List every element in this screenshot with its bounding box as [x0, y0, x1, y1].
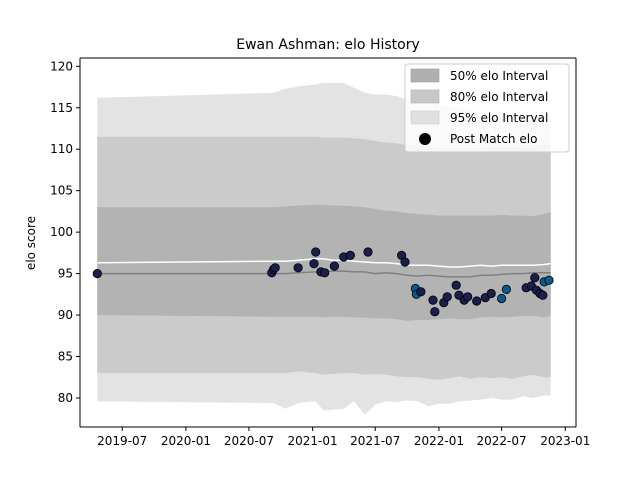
y-tick-label-4: 100 — [50, 225, 73, 239]
chart-title: Ewan Ashman: elo History — [236, 37, 420, 53]
y-tick-label-5: 105 — [50, 184, 73, 198]
legend-swatch-50 — [410, 68, 440, 83]
post-match-point-29 — [496, 293, 507, 304]
post-match-point-33 — [530, 273, 540, 283]
post-match-point-0 — [92, 268, 102, 279]
x-tick-label-4: 2021-07 — [350, 434, 400, 448]
legend-marker-post-match — [419, 133, 431, 145]
post-match-point-12 — [363, 247, 373, 257]
post-match-point-25 — [463, 292, 473, 302]
x-tick-label-5: 2022-01 — [414, 434, 464, 448]
post-match-point-5 — [309, 258, 319, 269]
post-match-point-18 — [428, 295, 438, 305]
post-match-point-17 — [416, 287, 426, 297]
x-tick-label-6: 2022-07 — [477, 434, 527, 448]
axes: 80 85 90 95 100 105 110 115 120 2019-07 2020-01 202… — [50, 57, 590, 448]
band-50-interval — [97, 204, 551, 321]
legend-label-50: 50% elo Interval — [450, 69, 548, 83]
post-match-point-11 — [345, 250, 355, 260]
post-match-point-6 — [311, 247, 321, 257]
x-tick-label-7: 2023-01 — [540, 434, 590, 448]
x-tick-label-2: 2020-07 — [224, 434, 274, 448]
upper-elo-line — [97, 257, 551, 268]
post-match-point-36 — [538, 290, 548, 300]
legend-frame — [404, 63, 570, 153]
legend-label-80: 80% elo Interval — [450, 90, 548, 104]
post-match-point-22 — [451, 280, 461, 290]
plot-area — [92, 82, 554, 415]
x-tick-label-3: 2021-01 — [288, 434, 338, 448]
post-match-point-8 — [320, 268, 330, 278]
post-match-point-26 — [472, 296, 482, 306]
y-tick-label-0: 80 — [58, 391, 73, 405]
post-match-point-30 — [501, 284, 511, 294]
legend-swatch-80 — [410, 89, 440, 104]
legend-swatch-95 — [410, 110, 440, 125]
y-tick-label-8: 120 — [50, 59, 73, 73]
y-tick-label-2: 90 — [58, 308, 73, 322]
post-match-point-4 — [293, 263, 303, 273]
x-tick-label-1: 2020-01 — [161, 434, 211, 448]
legend: 50% elo Interval 80% elo Interval 95% el… — [404, 63, 570, 153]
y-tick-label-7: 115 — [50, 101, 73, 115]
post-match-point-3 — [270, 263, 280, 273]
post-match-point-19 — [430, 307, 440, 317]
post-match-point-21 — [442, 292, 452, 302]
legend-label-post-match: Post Match elo — [450, 132, 537, 146]
y-tick-label-1: 85 — [58, 350, 73, 364]
y-tick-label-3: 95 — [58, 267, 73, 281]
post-match-point-38 — [544, 275, 554, 285]
y-tick-label-6: 110 — [50, 142, 73, 156]
post-match-point-9 — [329, 261, 339, 271]
post-match-point-28 — [486, 288, 496, 299]
x-tick-label-0: 2019-07 — [97, 434, 147, 448]
legend-label-95: 95% elo Interval — [450, 111, 548, 125]
y-axis-title: elo score — [24, 216, 38, 270]
post-match-point-14 — [400, 257, 410, 267]
